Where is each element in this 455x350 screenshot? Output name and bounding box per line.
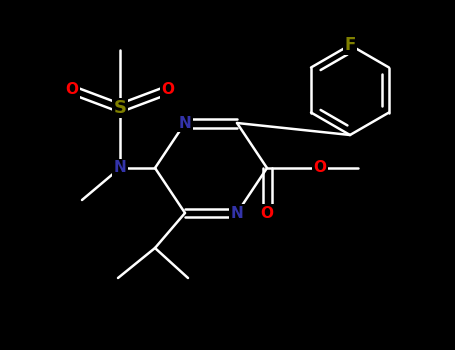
- Text: N: N: [231, 205, 243, 220]
- Text: O: O: [313, 161, 327, 175]
- Text: O: O: [261, 205, 273, 220]
- Text: O: O: [162, 83, 175, 98]
- Text: S: S: [113, 99, 126, 117]
- Text: N: N: [114, 161, 126, 175]
- Text: N: N: [179, 116, 192, 131]
- Text: F: F: [344, 36, 356, 54]
- Text: O: O: [66, 83, 79, 98]
